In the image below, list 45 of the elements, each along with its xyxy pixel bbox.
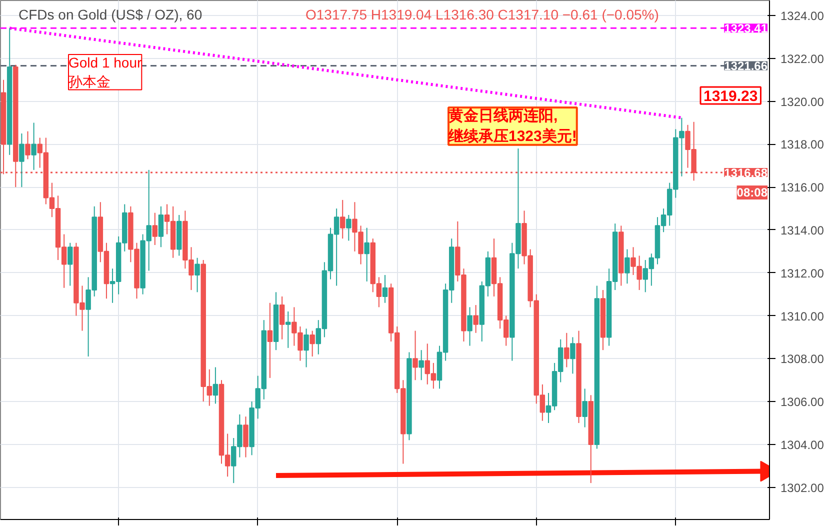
candlestick [194,257,200,293]
candlestick [279,296,285,340]
candlestick [286,310,291,348]
y-tick-label: 1312.00 [780,266,824,280]
candlestick [467,306,472,346]
candlestick [19,132,24,188]
y-tick-label: 1302.00 [780,480,824,495]
chart-title: CFDs on Gold (US$ / OZ), 60 [18,6,202,22]
candlestick [418,350,424,381]
ref-line-label: 1316.68 [724,166,768,180]
candlestick [570,336,576,374]
candlestick [304,328,309,368]
y-tick-label: 1314.00 [780,223,824,238]
candlestick [25,130,30,160]
candlestick [243,416,248,458]
y-tick-label: 1320.00 [780,94,824,109]
y-tick-label: 1308.00 [780,352,824,366]
candlestick [31,122,36,170]
candlestick [624,248,630,284]
candlestick [158,206,164,248]
y-tick-label: 1306.00 [780,395,824,410]
candlestick [364,227,370,282]
candlestick [346,214,352,242]
candlestick [473,304,478,334]
y-tick-label: 1324.00 [780,9,824,24]
candlestick [582,388,588,428]
y-tick-label: 1318.00 [780,138,824,152]
candlestick [382,274,388,304]
candlestick [564,332,570,368]
candlestick [68,242,73,286]
annotation: 08:08 [736,186,768,200]
candlestick [340,199,346,240]
y-tick-label: 1316.00 [780,180,824,195]
candlestick [152,212,158,246]
candlestick [412,330,418,381]
y-tick-label: 1304.00 [780,438,824,452]
y-tick-label: 1310.00 [780,309,824,324]
candlestick [310,330,315,358]
candlestick [267,302,273,378]
annotation: O1317.75 H1319.04 L1316.30 C1317.10 −0.61 (−0.05%) [306,6,659,22]
annotation: 1319.23 [704,88,758,105]
y-tick-label: 1322.00 [780,52,824,66]
ref-line-label: 1321.66 [724,59,768,74]
candlestick [212,366,218,404]
ref-line-label: 1323.41 [724,22,768,36]
